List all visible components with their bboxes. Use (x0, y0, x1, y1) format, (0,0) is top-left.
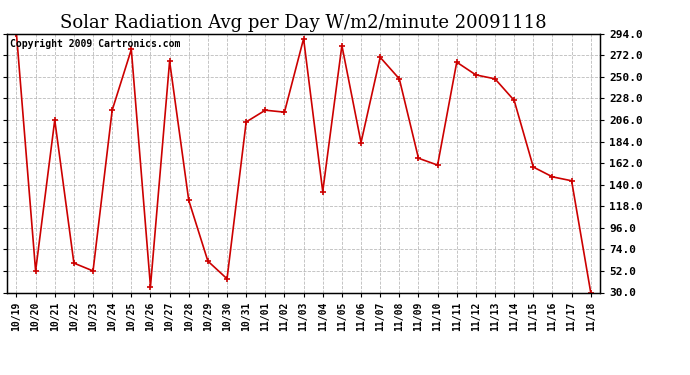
Title: Solar Radiation Avg per Day W/m2/minute 20091118: Solar Radiation Avg per Day W/m2/minute … (60, 14, 547, 32)
Text: Copyright 2009 Cartronics.com: Copyright 2009 Cartronics.com (10, 39, 180, 49)
